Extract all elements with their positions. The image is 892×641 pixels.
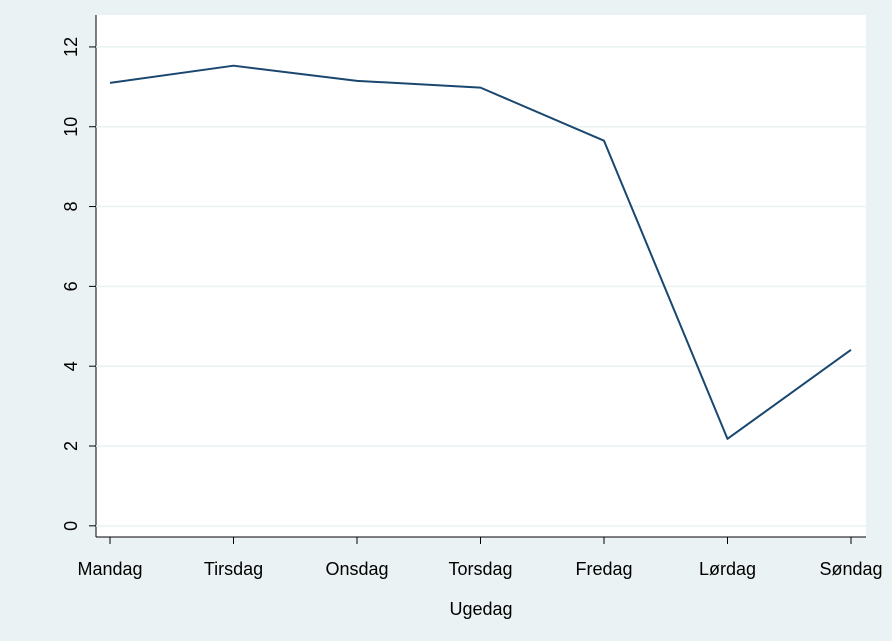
x-tick-label: Tirsdag (204, 559, 263, 579)
y-tick-label: 2 (61, 441, 81, 451)
x-tick-label: Lørdag (699, 559, 756, 579)
x-tick-label: Onsdag (325, 559, 388, 579)
line-series (109, 64, 852, 440)
x-axis-title: Ugedag (449, 599, 512, 619)
x-tick-label: Mandag (77, 559, 142, 579)
x-tick-label: Torsdag (448, 559, 512, 579)
x-tick-label: Søndag (819, 559, 882, 579)
y-tick-label: 6 (61, 281, 81, 291)
plot-area (96, 15, 866, 537)
y-tick-label: 8 (61, 202, 81, 212)
y-tick-label: 12 (61, 37, 81, 57)
x-tick-label: Fredag (575, 559, 632, 579)
y-tick-label: 4 (61, 361, 81, 371)
y-tick-label: 0 (61, 521, 81, 531)
y-tick-label: 10 (61, 117, 81, 137)
